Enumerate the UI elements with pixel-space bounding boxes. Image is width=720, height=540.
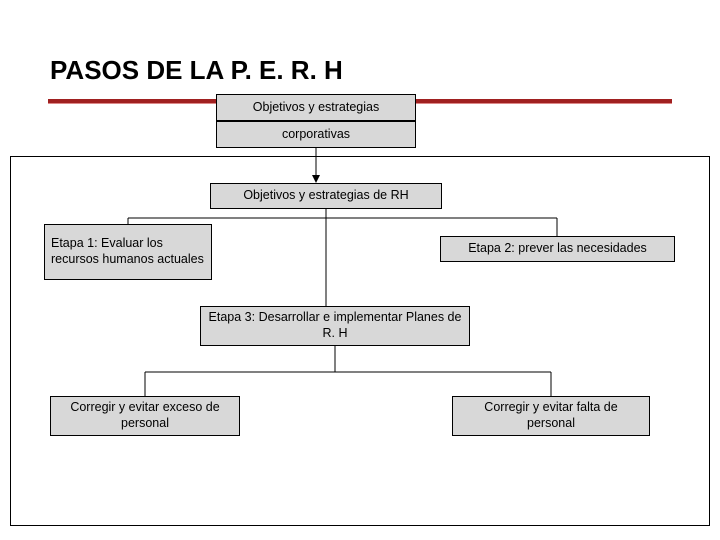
node-correct-excess: Corregir y evitar exceso de personal [50,396,240,436]
node-hr-objectives: Objetivos y estrategias de RH [210,183,442,209]
node-corp-objectives-line1: Objetivos y estrategias [216,94,416,121]
node-corp-objectives-line2: corporativas [216,121,416,148]
node-stage-1: Etapa 1: Evaluar los recursos humanos ac… [44,224,212,280]
node-correct-shortage: Corregir y evitar falta de personal [452,396,650,436]
page-title: PASOS DE LA P. E. R. H [50,55,343,86]
node-stage-2: Etapa 2: prever las necesidades [440,236,675,262]
node-stage-3: Etapa 3: Desarrollar e implementar Plane… [200,306,470,346]
